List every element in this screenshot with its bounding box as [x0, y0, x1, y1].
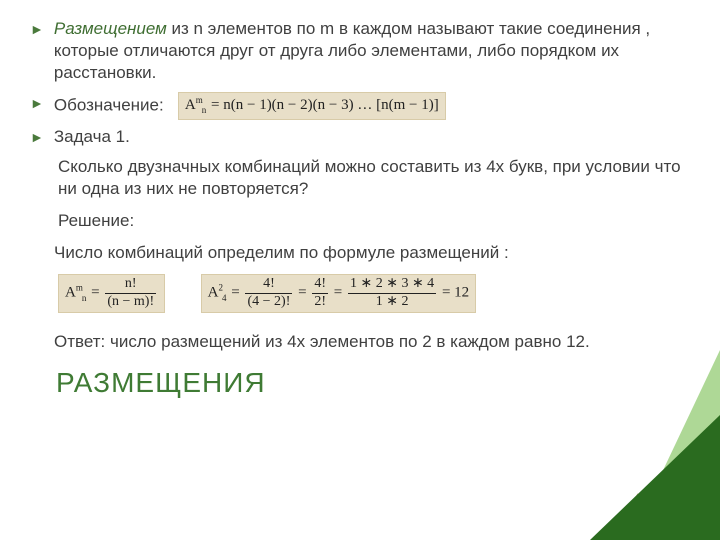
formula-example: A24 = 4! (4 − 2)! = 4! 2! = 1 ∗ 2 ∗ 3 ∗ …: [201, 274, 476, 312]
fraction: 1 ∗ 2 ∗ 3 ∗ 4 1 ∗ 2: [346, 277, 438, 309]
formula-notation: Amn = n(n − 1)(n − 2)(n − 3) … [n(m − 1)…: [178, 92, 446, 120]
formula-sup: m: [196, 95, 203, 105]
slide: ► Размещением из n элементов по m в кажд…: [0, 0, 720, 540]
numerator: n!: [105, 277, 156, 294]
task-text: Сколько двузначных комбинаций можно сост…: [58, 156, 690, 200]
fraction: 4! (4 − 2)!: [243, 277, 294, 309]
bullet-notation: ► Обозначение: Amn = n(n − 1)(n − 2)(n −…: [30, 92, 690, 120]
formula-general: Amn = n! (n − m)!: [58, 274, 165, 312]
notation-text: Обозначение:: [54, 96, 164, 115]
denominator: (4 − 2)!: [245, 294, 292, 310]
notation-label: Обозначение: Amn = n(n − 1)(n − 2)(n − 3…: [54, 92, 446, 120]
term-arrangement: Размещением: [54, 19, 167, 38]
fraction: n! (n − m)!: [103, 277, 158, 309]
denominator: 2!: [312, 294, 328, 310]
chevron-icon: ►: [30, 95, 44, 111]
denominator: (n − m)!: [105, 294, 156, 310]
formula-sub: n: [202, 105, 207, 115]
chevron-icon: ►: [30, 129, 44, 145]
slide-title: РАЗМЕЩЕНИЯ: [56, 367, 690, 399]
formula-sup: m: [76, 283, 83, 293]
conclusion-line: Число комбинаций определим по формуле ра…: [54, 242, 690, 264]
definition-text: Размещением из n элементов по m в каждом…: [54, 18, 690, 84]
solution-label: Решение:: [58, 210, 690, 232]
denominator: 1 ∗ 2: [348, 294, 436, 310]
formula-sub: n: [82, 293, 87, 303]
answer-text: Ответ: число размещений из 4х элементов …: [54, 331, 690, 353]
result: 12: [454, 285, 469, 301]
formula-sup: 2: [219, 283, 224, 293]
bullet-task: ► Задача 1.: [30, 126, 690, 148]
numerator: 1 ∗ 2 ∗ 3 ∗ 4: [348, 277, 436, 294]
formula-row: Amn = n! (n − m)! A24 = 4! (4 − 2)! = 4!…: [58, 274, 690, 312]
numerator: 4!: [312, 277, 328, 294]
fraction: 4! 2!: [310, 277, 330, 309]
formula-rhs: n(n − 1)(n − 2)(n − 3) … [n(m − 1)]: [223, 97, 438, 113]
chevron-icon: ►: [30, 21, 44, 37]
formula-sub: 4: [222, 293, 227, 303]
task-label: Задача 1.: [54, 126, 130, 148]
bullet-definition: ► Размещением из n элементов по m в кажд…: [30, 18, 690, 84]
numerator: 4!: [245, 277, 292, 294]
decor-triangle-dark: [590, 415, 720, 540]
